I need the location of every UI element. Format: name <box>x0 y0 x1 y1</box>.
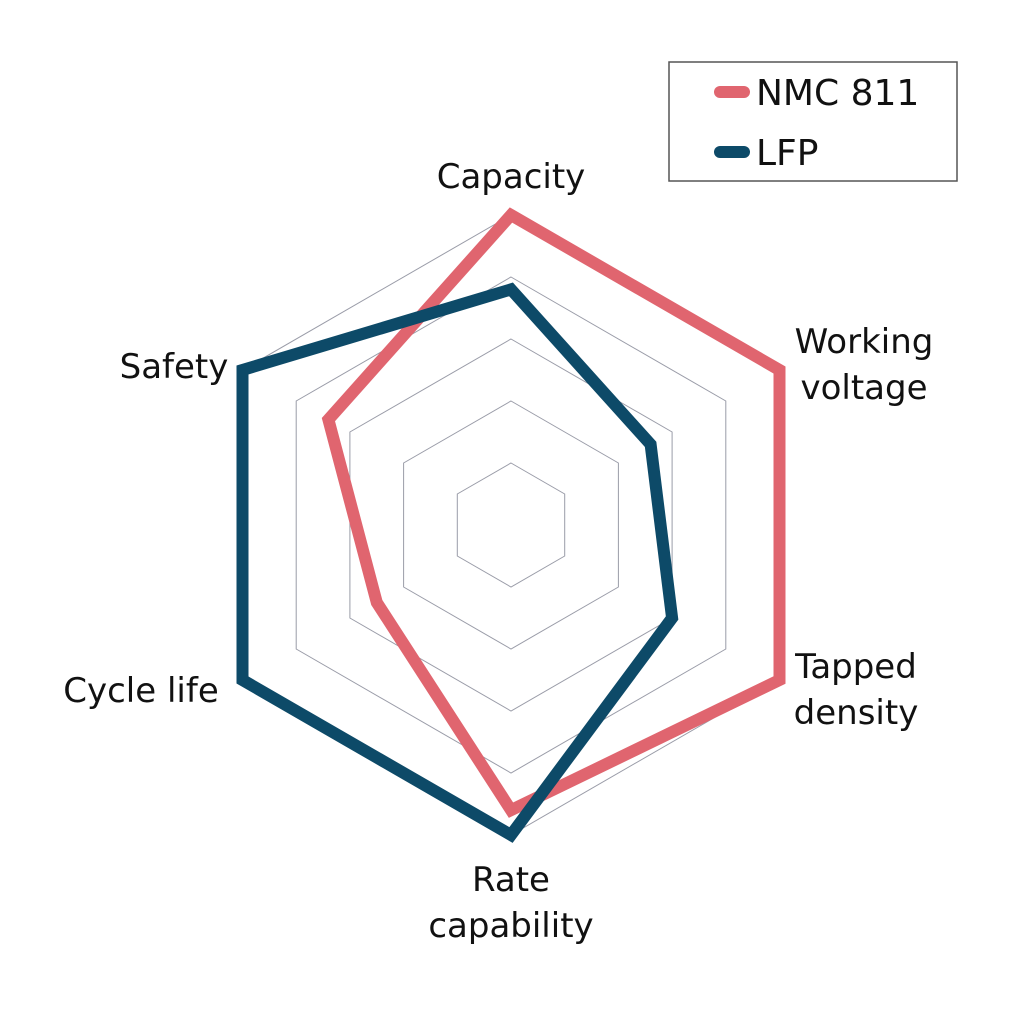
axis-label-rate-capability: Rate capability <box>428 860 593 946</box>
grid-ring-3 <box>349 338 673 712</box>
series-nmc-811-line <box>321 207 786 818</box>
axis-labels: Capacity Working voltage Tapped density Rate c… <box>63 157 933 946</box>
axis-label-tapped-density: Tapped density <box>794 647 919 733</box>
axis-label-cycle-life: Cycle life <box>63 671 219 711</box>
grid-ring-4 <box>295 276 727 774</box>
radar-grid <box>242 214 780 836</box>
axis-label-capacity: Capacity <box>437 157 586 197</box>
series-lfp-line <box>236 282 679 843</box>
grid-ring-5 <box>242 214 780 836</box>
legend: NMC 811 LFP <box>668 61 958 182</box>
legend-box <box>668 61 958 182</box>
grid-ring-1 <box>456 462 566 588</box>
radar-series <box>236 207 786 843</box>
axis-label-working-voltage: Working voltage <box>795 322 934 408</box>
grid-ring-2 <box>403 400 619 650</box>
legend-label-nmc-811: NMC 811 <box>756 73 919 114</box>
legend-label-lfp: LFP <box>756 133 818 174</box>
axis-label-safety: Safety <box>120 347 229 387</box>
